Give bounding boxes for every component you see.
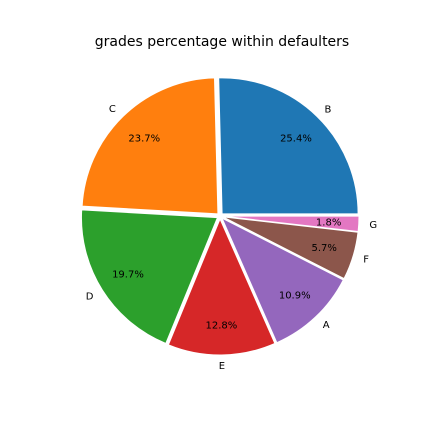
- percent-label-c: 23.7%: [128, 133, 160, 144]
- pie-slice-a: [221, 217, 344, 344]
- percent-label-b: 25.4%: [280, 134, 312, 145]
- pie-slice-g: [222, 215, 360, 233]
- slice-label-g: G: [369, 220, 377, 231]
- percent-label-a: 10.9%: [279, 291, 311, 302]
- slice-label-a: A: [323, 320, 330, 331]
- slice-label-f: F: [363, 255, 369, 266]
- pie-slice-f: [222, 216, 359, 280]
- slice-label-b: B: [324, 104, 331, 115]
- pie-labels: B 25.4% C 23.7% D 19.7% E 12.8% A 10.9% F 5.7% G 1.8%: [86, 104, 377, 372]
- pie-slice-d: [80, 209, 219, 345]
- pie-slice-c: [81, 77, 219, 215]
- percent-label-d: 19.7%: [112, 270, 144, 281]
- slice-label-c: C: [109, 104, 116, 115]
- pie-slices: [80, 77, 360, 356]
- percent-label-f: 5.7%: [311, 243, 336, 254]
- percent-label-g: 1.8%: [316, 218, 341, 229]
- chart-title: grades percentage within defaulters: [95, 34, 349, 50]
- slice-label-e: E: [219, 361, 225, 372]
- pie-slice-b: [218, 77, 359, 215]
- slice-label-d: D: [86, 291, 94, 302]
- percent-label-e: 12.8%: [205, 320, 237, 331]
- pie-slice-e: [167, 217, 276, 356]
